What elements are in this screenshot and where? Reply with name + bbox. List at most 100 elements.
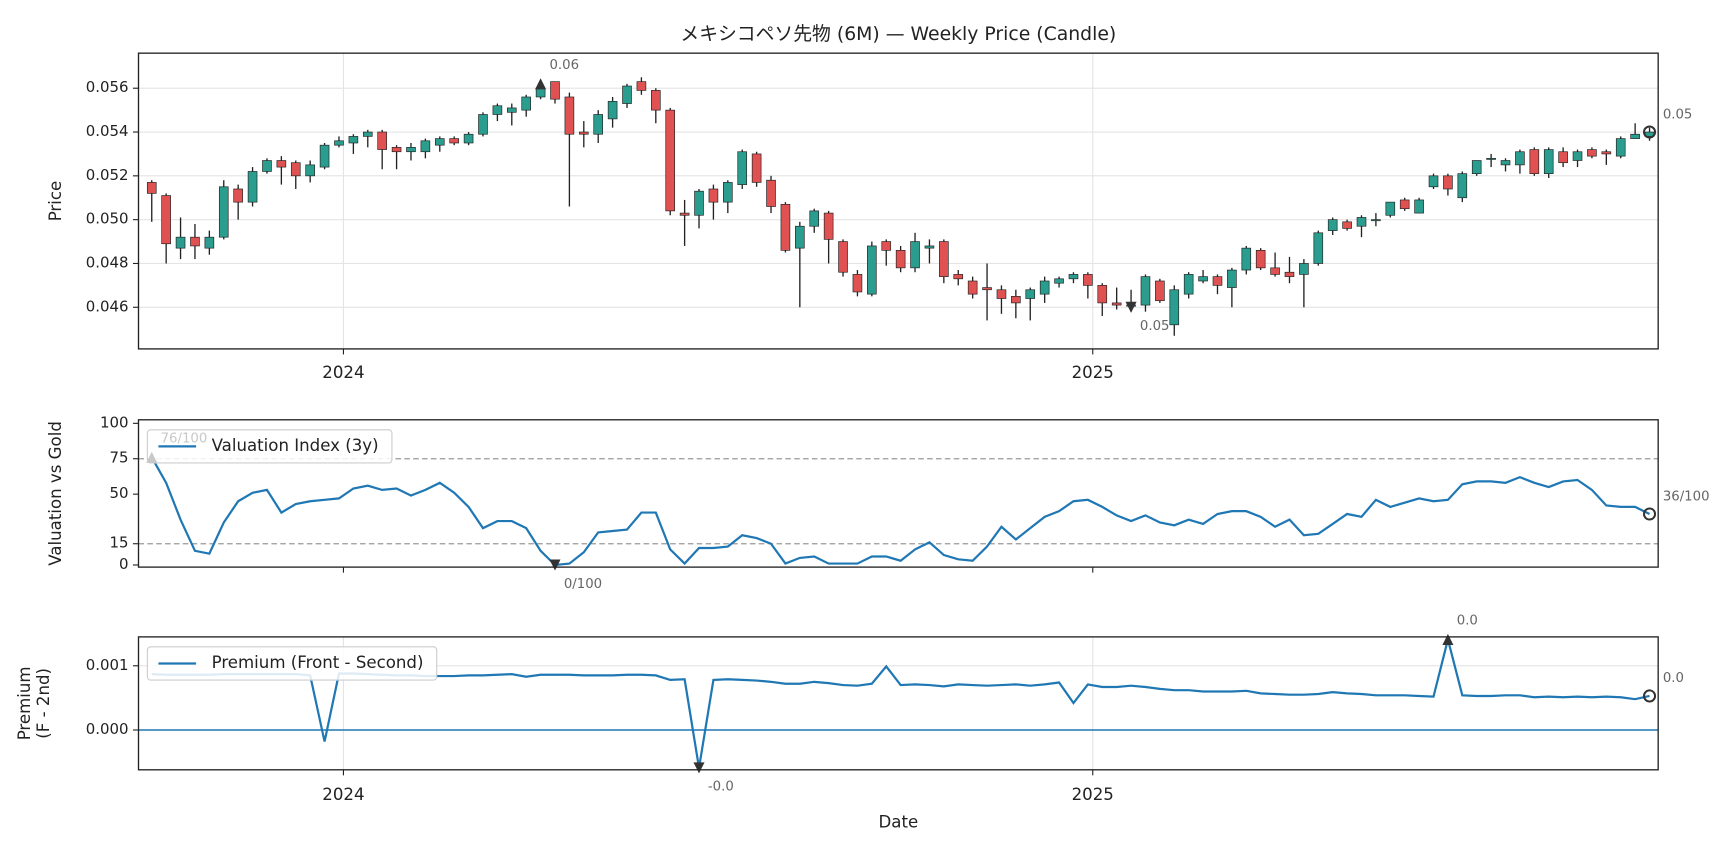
y-tick-label: 50 xyxy=(110,484,129,502)
candle-body xyxy=(1227,269,1237,288)
candle-body xyxy=(377,131,387,150)
candle-body xyxy=(406,147,416,153)
candle-body xyxy=(1515,151,1525,166)
y-tick-label: 0.054 xyxy=(86,122,129,140)
candle-body xyxy=(175,236,186,249)
chart-title: メキシコペソ先物 (6M) — Weekly Price (Candle) xyxy=(680,23,1116,45)
annotation-marker xyxy=(146,451,158,463)
candle-body xyxy=(521,96,531,111)
candle-body xyxy=(1457,173,1468,199)
plot-frame xyxy=(137,419,1659,568)
candle-body xyxy=(146,182,157,194)
candle-body xyxy=(881,241,892,251)
candle-body xyxy=(1601,151,1612,155)
candle-body xyxy=(420,140,431,153)
candle-body xyxy=(190,236,200,247)
y-tick-label: 75 xyxy=(110,449,129,467)
candle-body xyxy=(1039,280,1050,295)
candle-body xyxy=(1155,280,1165,302)
candle-body xyxy=(550,81,560,100)
x-tick-label: 2025 xyxy=(1072,363,1114,382)
legend-box xyxy=(146,646,438,681)
legend: Premium (Front - Second) xyxy=(146,646,438,681)
annotation-label: 0.0 xyxy=(1457,614,1478,629)
y-tick-label: 0.056 xyxy=(86,78,129,96)
candle-body xyxy=(723,182,733,203)
candle-body xyxy=(939,241,949,277)
candle-body xyxy=(276,160,287,168)
candle-body xyxy=(1313,232,1324,264)
y-tick-label: 0 xyxy=(119,555,129,573)
candle-body xyxy=(651,90,661,111)
candle-body xyxy=(1399,199,1410,210)
candle-body xyxy=(1255,249,1266,269)
candle-body xyxy=(1630,133,1640,139)
candle-body xyxy=(1342,221,1352,229)
candle-body xyxy=(1558,151,1568,164)
candle-body xyxy=(679,212,690,216)
annotation-marker xyxy=(1442,633,1454,645)
legend: Valuation Index (3y) xyxy=(146,429,393,464)
candle-body xyxy=(1587,149,1597,157)
line-series xyxy=(150,456,1651,567)
candle-body xyxy=(391,147,402,153)
candle-body xyxy=(982,287,992,291)
candle-body xyxy=(348,136,359,144)
x-tick-label: 2024 xyxy=(322,785,364,804)
candle-body xyxy=(867,245,877,295)
candle-body xyxy=(852,274,863,293)
annotation-label: 36/100 xyxy=(1663,489,1710,504)
candle-body xyxy=(737,151,748,185)
candle-body xyxy=(1270,267,1280,275)
candle-body xyxy=(593,114,604,135)
candle-body xyxy=(434,138,445,146)
legend-label: Valuation Index (3y) xyxy=(212,436,379,455)
candle-body xyxy=(535,87,546,98)
candle-body xyxy=(1428,175,1439,188)
candle-body xyxy=(1615,138,1626,157)
annotation-label: 0.0 xyxy=(1663,671,1684,686)
candle-body xyxy=(1414,199,1424,214)
candle-body xyxy=(319,144,330,168)
candle-body xyxy=(1443,175,1453,190)
candle-body xyxy=(1068,274,1079,280)
candle-body xyxy=(1356,217,1367,227)
candle-body xyxy=(636,81,647,91)
annotation-label: 0/100 xyxy=(564,577,602,592)
y-tick-label: 15 xyxy=(110,534,129,552)
candle-body xyxy=(694,190,704,216)
candle-body xyxy=(1471,160,1482,174)
candle-body xyxy=(1327,219,1338,231)
candle-body xyxy=(1371,219,1381,222)
y-tick-label: 0.000 xyxy=(86,720,129,738)
candle-body xyxy=(751,153,762,183)
candle-body xyxy=(334,140,344,146)
annotation-label: -0.0 xyxy=(708,780,734,795)
candle-body xyxy=(607,101,618,120)
x-tick-label: 2025 xyxy=(1072,785,1114,804)
candle-body xyxy=(967,280,978,295)
annotation-label: 0.05 xyxy=(1140,319,1170,334)
annotation-marker xyxy=(535,78,547,90)
annotation-marker xyxy=(693,762,705,774)
candle-body xyxy=(1284,271,1295,277)
candle-body xyxy=(478,114,488,135)
candle-body xyxy=(1543,149,1554,174)
candle-body xyxy=(1097,285,1108,304)
annotation-marker xyxy=(1642,125,1657,139)
candle-body xyxy=(1111,302,1122,306)
candle-body xyxy=(924,245,935,249)
candle-body xyxy=(1025,289,1036,299)
plot-frame xyxy=(137,636,1659,771)
candle-body xyxy=(1529,149,1540,174)
candle-body xyxy=(1572,151,1583,161)
candle-body xyxy=(1169,289,1180,326)
y-axis-label: Premium xyxy=(15,666,34,740)
candle-body xyxy=(1385,201,1396,216)
y-tick-label: 100 xyxy=(100,413,129,431)
y-tick-label: 0.052 xyxy=(86,166,129,184)
y-tick-label: 0.001 xyxy=(86,656,129,674)
y-tick-label: 0.048 xyxy=(86,253,129,271)
